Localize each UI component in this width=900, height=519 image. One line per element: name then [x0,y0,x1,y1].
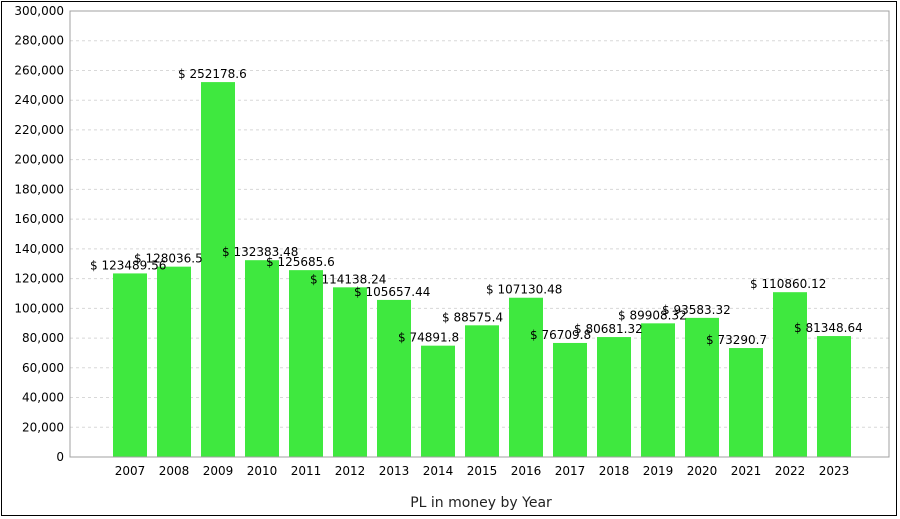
y-tick-label: 20,000 [22,420,64,434]
y-tick-label: 40,000 [22,391,64,405]
data-label: $ 132383.48 [222,245,298,259]
bar [157,266,191,457]
data-label: $ 128036.5 [134,252,203,266]
bar [113,273,147,457]
bar [333,287,367,457]
y-tick-label: 260,000 [14,63,64,77]
x-tick-label: 2020 [687,464,718,478]
y-tick-label: 240,000 [14,93,64,107]
bar [245,260,279,457]
y-tick-label: 140,000 [14,242,64,256]
bar [553,342,587,457]
data-label: $ 110860.12 [750,277,826,291]
data-label: $ 114138.24 [310,272,386,286]
x-tick-label: 2022 [775,464,806,478]
bar [421,345,455,457]
axes [69,10,890,458]
bar [597,337,631,457]
data-label: $ 89908.32 [618,308,687,322]
x-tick-label: 2007 [115,464,146,478]
data-label: $ 107130.48 [486,283,562,297]
x-tick-label: 2013 [379,464,410,478]
y-tick-label: 280,000 [14,34,64,48]
bar [817,336,851,457]
data-label: $ 105657.44 [354,285,430,299]
data-label: $ 80681.32 [574,322,643,336]
data-label: $ 74891.8 [398,331,459,345]
y-tick-label: 80,000 [22,331,64,345]
x-tick-label: 2019 [643,464,674,478]
x-tick-label: 2011 [291,464,322,478]
y-tick-label: 200,000 [14,153,64,167]
x-tick-label: 2009 [203,464,234,478]
y-tick-label: 60,000 [22,361,64,375]
data-label: $ 88575.4 [442,310,503,324]
data-label: $ 123489.56 [90,258,166,272]
bar [509,297,543,457]
bar [377,299,411,457]
x-tick-label: 2017 [555,464,586,478]
bar [289,270,323,457]
x-tick-label: 2023 [819,464,850,478]
x-tick-label: 2012 [335,464,366,478]
data-label: $ 125685.6 [266,255,335,269]
y-tick-label: 0 [56,450,64,464]
x-tick-label: 2014 [423,464,454,478]
x-tick-label: 2015 [467,464,498,478]
bar [729,348,763,457]
y-tick-labels: 0 20,000 40,000 60,000 80,000 100,000 120,000 1… [14,4,64,464]
bar [773,292,807,457]
y-tick-label: 220,000 [14,123,64,137]
data-label: $ 93583.32 [662,303,731,317]
y-tick-label: 100,000 [14,301,64,315]
y-tick-label: 120,000 [14,272,64,286]
data-label: $ 73290.7 [706,333,767,347]
x-tick-label: 2016 [511,464,542,478]
x-tick-labels: 2007 2008 2009 2010 2011 2012 2013 2014 2015 2016… [115,464,850,478]
x-tick-label: 2010 [247,464,278,478]
x-tick-label: 2008 [159,464,190,478]
data-label: $ 76709.8 [530,328,591,342]
data-label: $ 252178.6 [178,67,247,81]
data-label: $ 81348.64 [794,321,863,335]
bar [641,323,675,457]
bars [113,82,851,457]
x-axis-title: PL in money by Year [410,495,552,511]
y-tick-label: 300,000 [14,4,64,18]
y-tick-label: 180,000 [14,182,64,196]
x-tick-label: 2021 [731,464,762,478]
y-tick-label: 160,000 [14,212,64,226]
plot-border [69,10,890,458]
bar [465,325,499,457]
data-labels: $ 123489.56$ 128036.5 $ 252178.6 $ 132383.… [90,67,863,347]
x-tick-label: 2018 [599,464,630,478]
bar [685,317,719,457]
bar [201,82,235,457]
